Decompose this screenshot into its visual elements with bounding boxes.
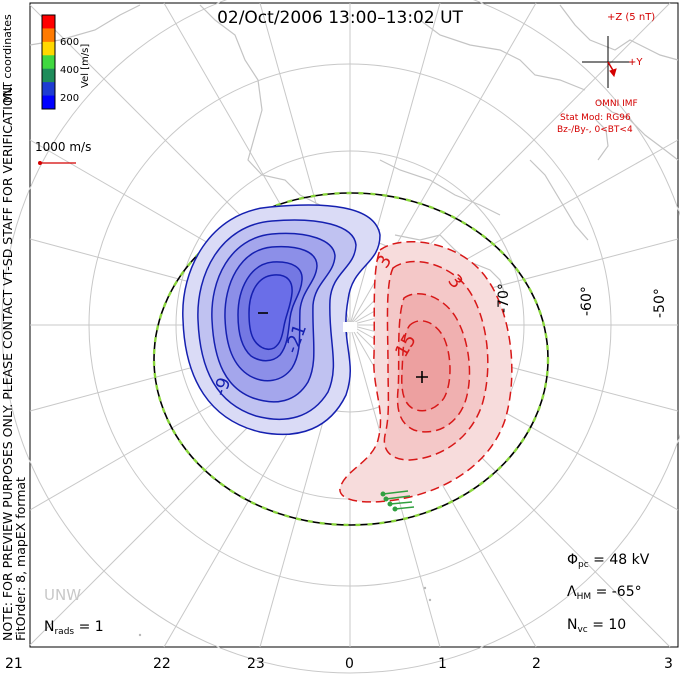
imf-model: Stat Mod: RG96 <box>560 113 631 123</box>
hm-latitude: ΛHM = -65° <box>567 585 642 602</box>
negative-cell <box>182 204 381 436</box>
colorbar-segment <box>42 95 55 110</box>
mlt-tick-0: 0 <box>345 656 354 672</box>
lat-label-50: -50° <box>652 288 668 318</box>
phi-symbol: Φ <box>567 552 579 568</box>
phi-sub: pc <box>578 560 589 570</box>
nrads-sub: rads <box>54 627 75 637</box>
mlt-tick-3: 3 <box>664 656 673 672</box>
map-title: 02/Oct/2006 13:00–13:02 UT <box>217 8 463 28</box>
colorbar-segment <box>42 68 55 83</box>
colorbar-segment <box>42 55 55 70</box>
station-label: UNW <box>44 586 82 604</box>
velocity-vectors <box>380 490 415 512</box>
colorbar-tick-200: 200 <box>60 93 80 104</box>
colorbar-frame <box>41 14 56 110</box>
lambda-sub: HM <box>576 592 592 602</box>
reference-vector-label: 1000 m/s <box>35 140 92 154</box>
nvc-sub: vc <box>577 625 588 635</box>
colorbar-tick-400: 400 <box>60 65 80 76</box>
colorbar-segment <box>42 28 55 43</box>
radar-count: Nrads = 1 <box>44 620 104 637</box>
pos-fill-4 <box>401 320 451 412</box>
imf-clock <box>582 36 634 88</box>
imf-y-label: +Y <box>628 57 643 68</box>
colorbar-segment <box>42 41 55 56</box>
lambda-value: = -65° <box>595 584 642 600</box>
colorbar-segment <box>42 15 55 29</box>
pole-gap <box>343 322 357 332</box>
mlt-tick-21: 21 <box>5 656 23 672</box>
mlt-tick-2: 2 <box>532 656 541 672</box>
colorbar <box>42 15 55 110</box>
islands <box>138 586 432 637</box>
nrads-symbol: N <box>44 619 55 635</box>
lambda-symbol: Λ <box>567 584 577 600</box>
phi-value: = 48 kV <box>593 552 650 568</box>
imf-z-label: +Z (5 nT) <box>607 12 656 23</box>
nvc-value: = 10 <box>592 617 627 633</box>
cross-polar-potential: Φpc = 48 kV <box>567 553 649 570</box>
lat-label-60: -60° <box>579 286 595 316</box>
imf-condition: Bz-/By-, 0<BT<4 <box>557 125 633 135</box>
colorbar-segment <box>42 82 55 97</box>
mlt-tick-23: 23 <box>247 656 265 672</box>
nrads-value: = 1 <box>78 619 104 635</box>
vector-count: Nvc = 10 <box>567 618 626 635</box>
imf-source: OMNI IMF <box>595 99 638 109</box>
positive-cell <box>339 240 513 503</box>
mlt-tick-22: 22 <box>153 656 171 672</box>
coordinates-note: MLT coordinates <box>1 14 14 103</box>
lat-label-70: -70° <box>496 283 512 313</box>
fit-order-note: FitOrder: 8, mapEX format <box>13 477 28 641</box>
pos-max-marker <box>416 371 428 383</box>
reference-vector <box>38 161 76 165</box>
hm-boundary <box>152 191 550 527</box>
colorbar-label: Vel [m/s] <box>80 43 91 88</box>
mlt-tick-1: 1 <box>438 656 447 672</box>
neg-fill-6 <box>248 274 293 350</box>
colorbar-tick-600: 600 <box>60 37 80 48</box>
nvc-symbol: N <box>567 617 578 633</box>
